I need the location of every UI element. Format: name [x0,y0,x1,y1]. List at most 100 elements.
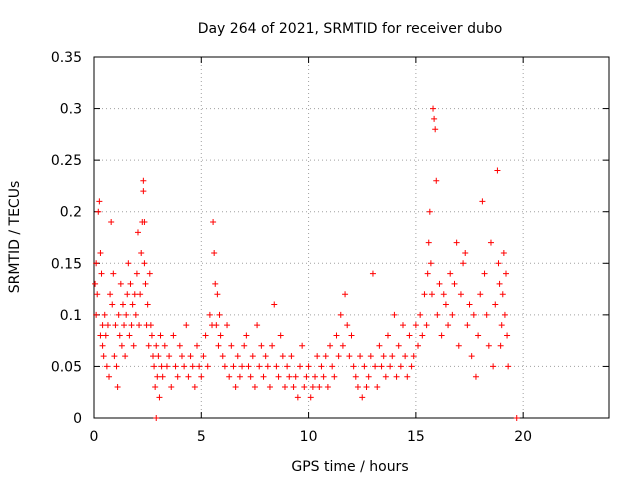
data-point [433,177,440,184]
data-point [155,353,162,360]
data-point [129,301,136,308]
data-point [277,332,284,339]
data-point [122,353,129,360]
data-point [475,332,482,339]
data-point [329,363,336,370]
data-point [481,270,488,277]
data-point [150,353,157,360]
data-point [161,342,168,349]
data-point [431,115,438,122]
data-point [339,342,346,349]
data-point [247,373,254,380]
data-point [397,363,404,370]
data-point [97,249,104,256]
data-point [495,260,502,267]
y-tick-label: 0.3 [60,102,82,118]
data-point [110,270,117,277]
data-point [487,239,494,246]
data-point [124,291,131,298]
data-point [249,353,256,360]
y-tick-label: 0.35 [51,50,82,66]
data-point [108,219,115,226]
data-point [485,342,492,349]
data-point [281,384,288,391]
data-point [93,311,100,318]
data-point [408,363,415,370]
grid [94,57,609,418]
data-point [224,322,231,329]
data-point [234,353,241,360]
data-points [92,105,520,421]
data-point [114,384,121,391]
data-point [174,373,181,380]
data-point [116,332,123,339]
data-point [212,280,219,287]
data-point [214,291,221,298]
data-point [202,332,209,339]
data-point [490,363,497,370]
data-point [92,280,99,287]
data-point [417,311,424,318]
data-point [513,415,520,421]
data-point [438,332,445,339]
data-point [262,353,269,360]
data-point [430,105,437,112]
x-tick-label: 15 [407,429,425,445]
data-point [352,373,359,380]
data-point [130,342,137,349]
y-tick-label: 0.2 [60,205,82,221]
data-point [451,280,458,287]
data-point [126,332,133,339]
data-point [187,353,194,360]
y-tick-label: 0.25 [51,153,82,169]
data-point [466,301,473,308]
data-point [148,332,155,339]
data-point [243,332,250,339]
data-point [436,280,443,287]
data-point [412,322,419,329]
data-point [342,291,349,298]
data-point [121,322,128,329]
data-point [146,270,153,277]
data-point [133,270,140,277]
data-point [260,373,267,380]
data-point [400,322,406,329]
data-point [131,291,138,298]
data-point [181,363,188,370]
data-point [266,384,273,391]
x-tick-label: 10 [300,429,318,445]
data-point [423,322,430,329]
y-tick-label: 0 [73,411,82,427]
data-point [421,291,428,298]
data-point [172,363,179,370]
data-point [382,373,389,380]
data-point [445,322,452,329]
data-point [496,280,503,287]
data-point [324,384,331,391]
data-point [492,301,499,308]
data-point [460,260,467,267]
axis-ticks [93,56,609,419]
data-point [424,270,431,277]
data-point [333,332,340,339]
data-point [211,249,218,256]
data-point [428,291,435,298]
data-point [163,363,170,370]
data-point [230,363,237,370]
data-point [309,384,316,391]
data-point [123,311,130,318]
data-point [372,363,379,370]
data-point [395,342,402,349]
y-tick-label: 0.05 [51,359,82,375]
data-point [350,363,357,370]
data-point [462,249,469,256]
data-point [264,363,271,370]
data-point [320,373,327,380]
data-point [389,353,396,360]
data-point [156,394,163,401]
data-point [138,249,145,256]
data-point [151,363,158,370]
data-point [335,353,342,360]
data-point [113,363,120,370]
data-point [284,363,291,370]
